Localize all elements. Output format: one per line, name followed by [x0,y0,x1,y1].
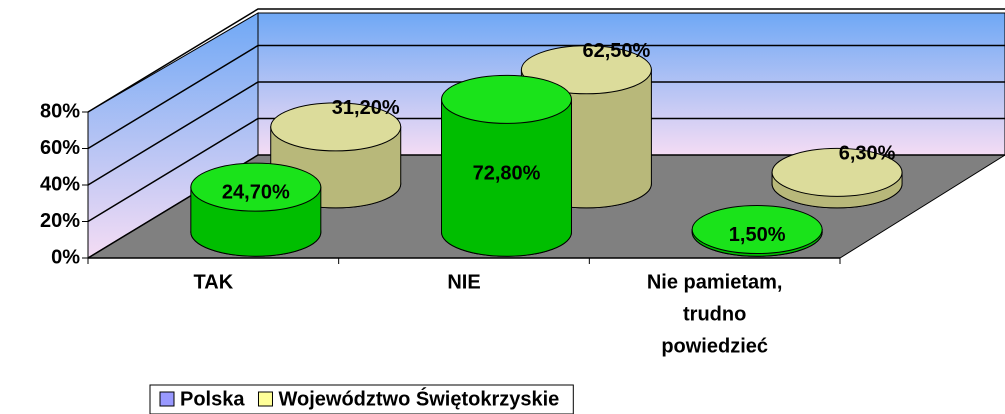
x-tick-label: powiedzieć [661,335,768,357]
data-label: 72,80% [473,163,541,185]
y-tick-label: 40% [40,173,80,195]
bar-top [441,74,572,124]
data-label: 6,30% [839,143,896,165]
y-tick-label: 0% [51,246,80,268]
bar-body [441,98,572,257]
x-tick-label: Nie pamietam, [647,271,783,293]
x-tick-label: trudno [683,303,746,325]
legend-label: Województwo Świętokrzyskie [278,386,559,410]
bar [441,74,572,257]
grid-line [87,8,1005,113]
bar-top [270,102,402,152]
bar-top [691,205,823,255]
grid-line [87,117,1005,223]
data-label: 31,20% [332,97,400,119]
bar-top [771,147,903,197]
y-tick-label: 60% [40,137,80,159]
data-label: 24,70% [222,181,290,203]
grid-line [87,81,1005,186]
x-tick-label: NIE [447,271,480,293]
grid-line [87,44,1005,150]
bar [190,162,322,257]
y-tick-label: 20% [40,210,80,232]
bar-top [190,162,322,212]
legend-swatch [159,391,175,407]
legend-label: Polska [180,388,245,410]
data-label: 62,50% [582,40,650,62]
x-tick-label: TAK [194,271,234,293]
bar [771,147,903,209]
legend: Polska Województwo Świętokrzyskie [149,384,574,414]
grid-line [87,154,1005,259]
legend-swatch [257,391,273,407]
data-label: 1,50% [729,224,786,246]
bar-top [520,45,652,95]
y-tick-label: 80% [40,100,80,122]
bar [691,205,823,257]
legend-box [149,384,574,414]
